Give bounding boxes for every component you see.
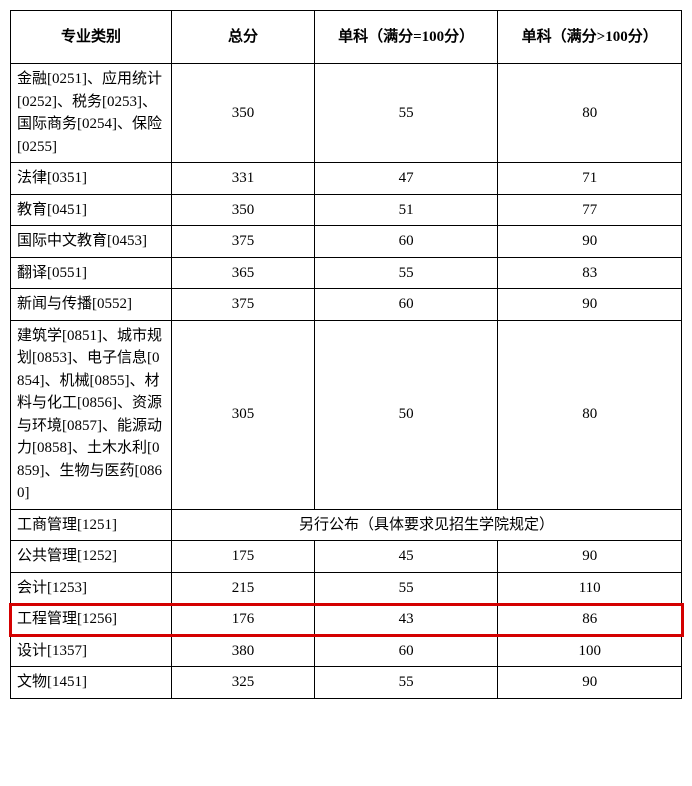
cell-sub100: 51 [314, 194, 498, 226]
col-sub100: 单科（满分=100分） [314, 11, 498, 64]
cell-sub100: 55 [314, 64, 498, 163]
cell-category: 新闻与传播[0552] [11, 289, 172, 321]
cell-sub100: 60 [314, 635, 498, 667]
cell-total: 350 [172, 194, 315, 226]
cell-category: 国际中文教育[0453] [11, 226, 172, 258]
cell-total: 350 [172, 64, 315, 163]
cell-category: 翻译[0551] [11, 257, 172, 289]
col-subgt100: 单科（满分>100分） [498, 11, 682, 64]
table-row: 新闻与传播[0552]3756090 [11, 289, 682, 321]
cell-total: 176 [172, 604, 315, 636]
cell-sub100: 60 [314, 226, 498, 258]
cell-category: 建筑学[0851]、城市规划[0853]、电子信息[0854]、机械[0855]… [11, 320, 172, 509]
cell-total: 375 [172, 226, 315, 258]
cell-total: 215 [172, 572, 315, 604]
cell-category: 法律[0351] [11, 163, 172, 195]
table-row: 工商管理[1251]另行公布（具体要求见招生学院规定） [11, 509, 682, 541]
cell-sub100: 47 [314, 163, 498, 195]
cell-category: 工商管理[1251] [11, 509, 172, 541]
col-total: 总分 [172, 11, 315, 64]
col-category: 专业类别 [11, 11, 172, 64]
cell-sub100: 60 [314, 289, 498, 321]
table-row: 国际中文教育[0453]3756090 [11, 226, 682, 258]
table-row: 公共管理[1252]1754590 [11, 541, 682, 573]
cell-total: 375 [172, 289, 315, 321]
table-body: 金融[0251]、应用统计[0252]、税务[0253]、国际商务[0254]、… [11, 64, 682, 699]
table-row: 法律[0351]3314771 [11, 163, 682, 195]
cell-total: 331 [172, 163, 315, 195]
cell-sub100: 55 [314, 257, 498, 289]
cell-category: 设计[1357] [11, 635, 172, 667]
cell-sub100: 55 [314, 667, 498, 699]
cell-subgt100: 80 [498, 320, 682, 509]
table-row: 文物[1451]3255590 [11, 667, 682, 699]
cell-category: 文物[1451] [11, 667, 172, 699]
cell-subgt100: 90 [498, 289, 682, 321]
cell-subgt100: 110 [498, 572, 682, 604]
cell-category: 公共管理[1252] [11, 541, 172, 573]
cell-total: 325 [172, 667, 315, 699]
cell-subgt100: 90 [498, 226, 682, 258]
cell-sub100: 45 [314, 541, 498, 573]
cell-subgt100: 83 [498, 257, 682, 289]
cell-total: 175 [172, 541, 315, 573]
cell-sub100: 43 [314, 604, 498, 636]
table-container: 专业类别 总分 单科（满分=100分） 单科（满分>100分） 金融[0251]… [10, 10, 682, 699]
score-table: 专业类别 总分 单科（满分=100分） 单科（满分>100分） 金融[0251]… [10, 10, 682, 699]
cell-sub100: 50 [314, 320, 498, 509]
cell-category: 工程管理[1256] [11, 604, 172, 636]
cell-merged: 另行公布（具体要求见招生学院规定） [172, 509, 682, 541]
cell-subgt100: 100 [498, 635, 682, 667]
cell-subgt100: 86 [498, 604, 682, 636]
cell-sub100: 55 [314, 572, 498, 604]
table-row: 金融[0251]、应用统计[0252]、税务[0253]、国际商务[0254]、… [11, 64, 682, 163]
cell-category: 会计[1253] [11, 572, 172, 604]
table-row: 教育[0451]3505177 [11, 194, 682, 226]
cell-total: 365 [172, 257, 315, 289]
cell-subgt100: 90 [498, 541, 682, 573]
cell-subgt100: 90 [498, 667, 682, 699]
table-row: 工程管理[1256]1764386 [11, 604, 682, 636]
header-row: 专业类别 总分 单科（满分=100分） 单科（满分>100分） [11, 11, 682, 64]
cell-subgt100: 77 [498, 194, 682, 226]
cell-total: 305 [172, 320, 315, 509]
cell-category: 金融[0251]、应用统计[0252]、税务[0253]、国际商务[0254]、… [11, 64, 172, 163]
table-row: 建筑学[0851]、城市规划[0853]、电子信息[0854]、机械[0855]… [11, 320, 682, 509]
cell-total: 380 [172, 635, 315, 667]
table-row: 设计[1357]38060100 [11, 635, 682, 667]
table-row: 翻译[0551]3655583 [11, 257, 682, 289]
cell-category: 教育[0451] [11, 194, 172, 226]
cell-subgt100: 71 [498, 163, 682, 195]
table-row: 会计[1253]21555110 [11, 572, 682, 604]
cell-subgt100: 80 [498, 64, 682, 163]
